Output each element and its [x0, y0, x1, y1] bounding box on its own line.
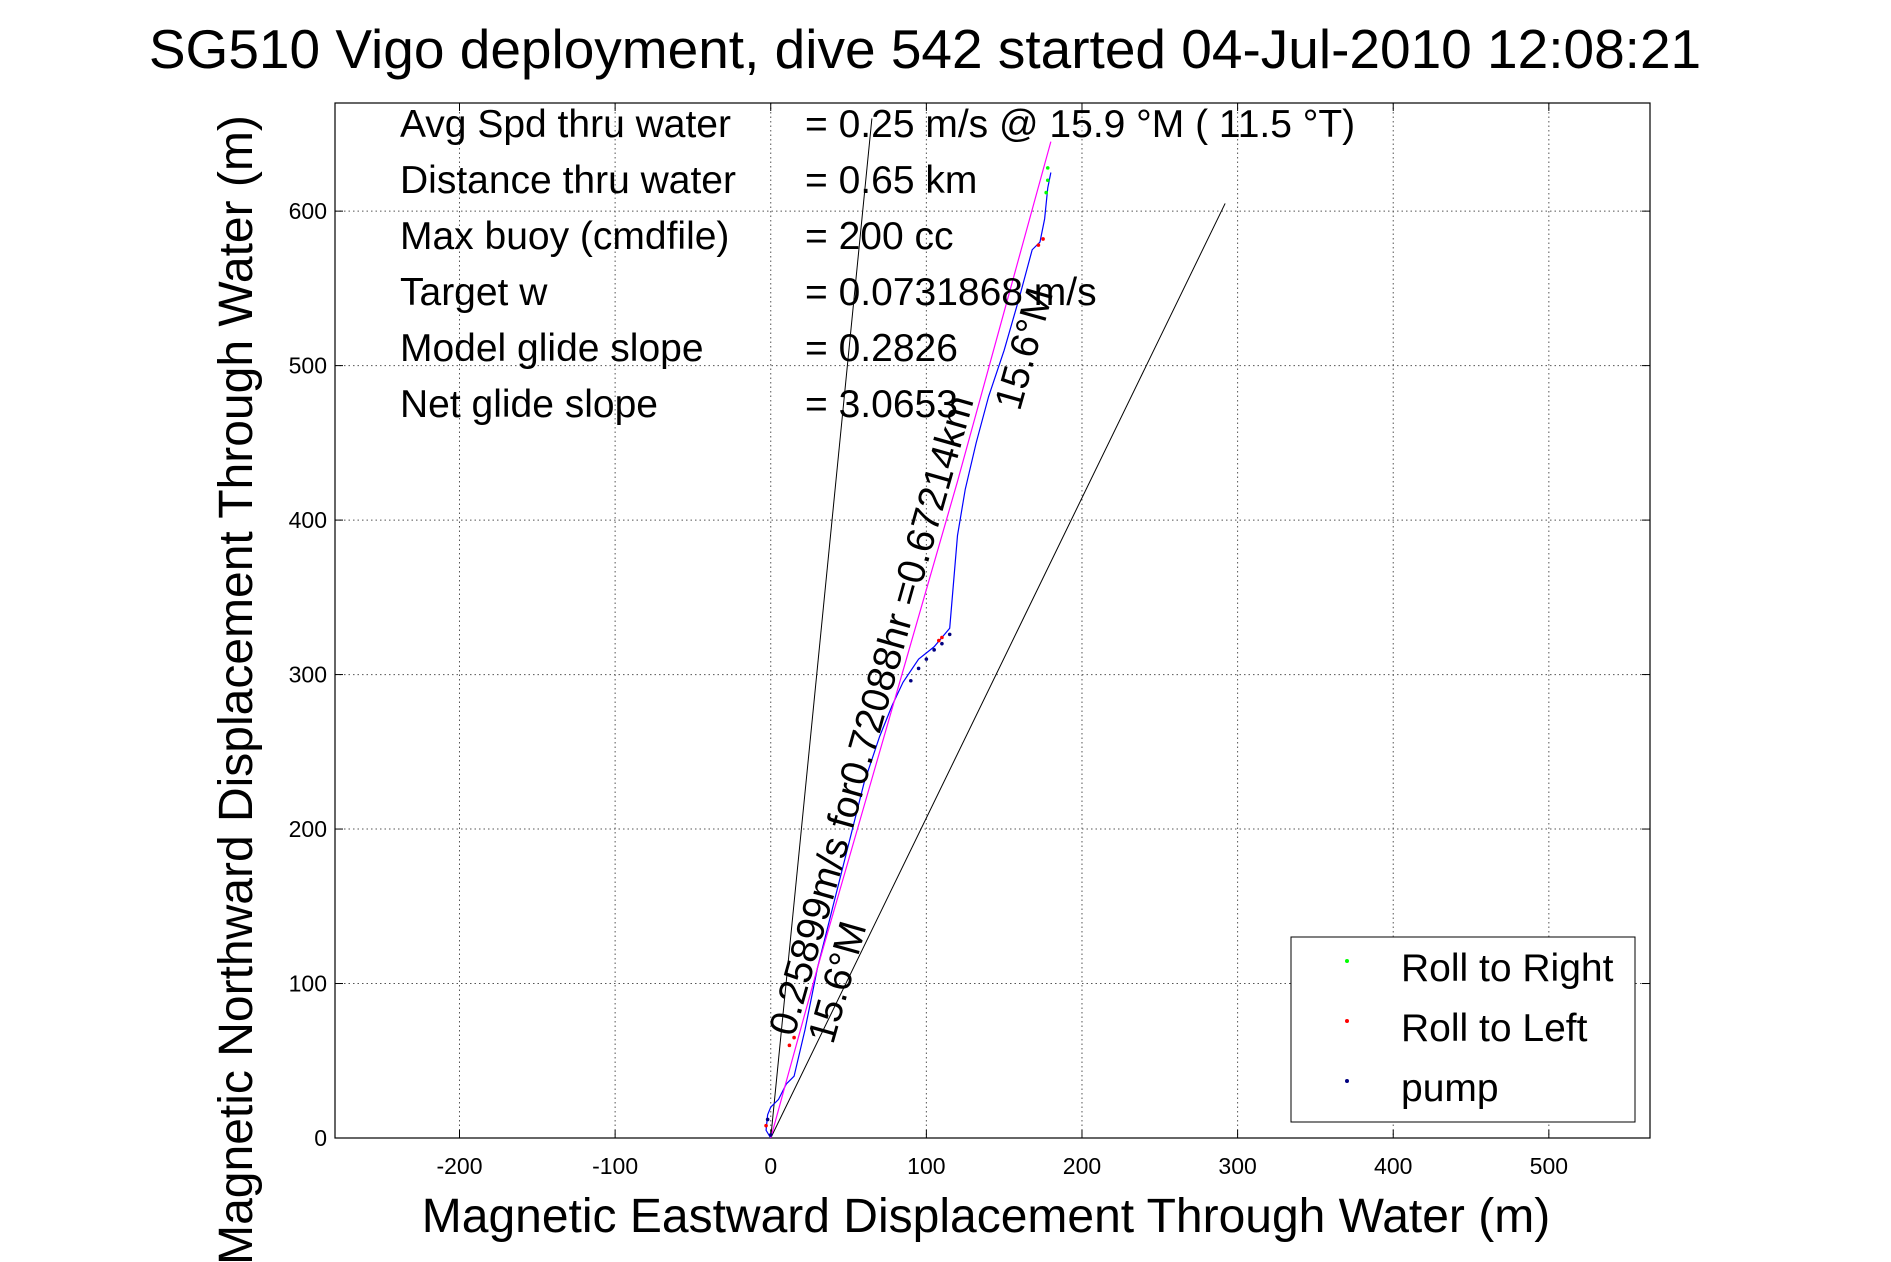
marker-roll-to-left: [1036, 243, 1041, 247]
info-label: Target w: [400, 271, 548, 314]
x-tick-label: 400: [1374, 1153, 1412, 1179]
marker-pump: [768, 1133, 773, 1137]
marker-roll-to-right: [1045, 166, 1050, 170]
legend-entry: Roll to Left: [1401, 1007, 1588, 1050]
x-axis-label: Magnetic Eastward Displacement Through W…: [422, 1190, 1550, 1243]
info-label: Avg Spd thru water: [400, 103, 731, 146]
legend-entry: pump: [1401, 1067, 1499, 1110]
x-tick-label: -100: [592, 1153, 638, 1179]
marker-roll-to-left: [787, 1043, 792, 1048]
y-tick-label: 400: [289, 507, 327, 533]
marker-roll-to-left: [937, 638, 941, 643]
marker-pump: [932, 648, 936, 652]
y-tick-label: 0: [314, 1125, 327, 1151]
legend-marker: [1345, 959, 1349, 963]
guide-line-right-bound: [770, 203, 1226, 1138]
info-value: = 0.25 m/s @ 15.9 °M ( 11.5 °T): [805, 103, 1355, 146]
legend-marker: [1345, 1019, 1349, 1023]
y-tick-label: 100: [289, 971, 327, 997]
legend: Roll to Right Roll to Left pump: [1290, 936, 1636, 1123]
marker-pump: [916, 666, 921, 671]
y-tick-label: 600: [289, 198, 327, 224]
y-axis-label: Magnetic Northward Displacement Through …: [210, 115, 263, 1262]
info-value: = 3.0653: [805, 383, 958, 426]
y-tick-label: 500: [289, 353, 327, 379]
x-tick-label: 200: [1063, 1153, 1101, 1179]
marker-pump: [924, 657, 929, 661]
info-label: Model glide slope: [400, 327, 704, 370]
info-value: = 0.2826: [805, 327, 958, 370]
marker-pump: [947, 632, 952, 637]
marker-roll-to-left: [1041, 237, 1045, 241]
x-tick-label: 300: [1218, 1153, 1256, 1179]
y-tick-label: 300: [289, 662, 327, 688]
x-tick-label: 0: [764, 1153, 777, 1179]
x-tick-label: -200: [436, 1153, 482, 1179]
marker-roll-to-left: [940, 635, 944, 640]
x-tick-label: 100: [907, 1153, 945, 1179]
marker-roll-to-right: [1044, 190, 1048, 195]
info-label: Max buoy (cmdfile): [400, 215, 729, 258]
marker-roll-to-right: [1045, 178, 1050, 183]
guide-line-left-bound: [770, 118, 873, 1138]
series-line-heading-line: [770, 141, 1052, 1138]
info-value: = 0.65 km: [805, 159, 977, 202]
info-label: Net glide slope: [400, 383, 658, 426]
legend-marker: [1345, 1079, 1349, 1083]
info-text-block: Avg Spd thru water = 0.25 m/s @ 15.9 °M (…: [400, 103, 1355, 426]
info-value: = 0.0731868 m/s: [805, 271, 1097, 314]
y-tick-label: 200: [289, 816, 327, 842]
chart-title: SG510 Vigo deployment, dive 542 started …: [149, 18, 1701, 80]
info-value: = 200 cc: [805, 215, 954, 258]
marker-pump: [908, 678, 913, 683]
legend-box: [1290, 936, 1636, 1123]
plot-frame: [334, 102, 1651, 1139]
marker-roll-to-left: [792, 1035, 796, 1040]
marker-pump: [940, 641, 944, 646]
plot-area: -200 -100 0 100 200 300 400 500 0 100 200 300 400 500…: [289, 102, 1651, 1179]
marker-roll-to-left: [764, 1123, 768, 1128]
info-label: Distance thru water: [400, 159, 736, 202]
legend-entry: Roll to Right: [1401, 947, 1614, 990]
marker-pump: [765, 1117, 770, 1122]
x-tick-label: 500: [1530, 1153, 1568, 1179]
